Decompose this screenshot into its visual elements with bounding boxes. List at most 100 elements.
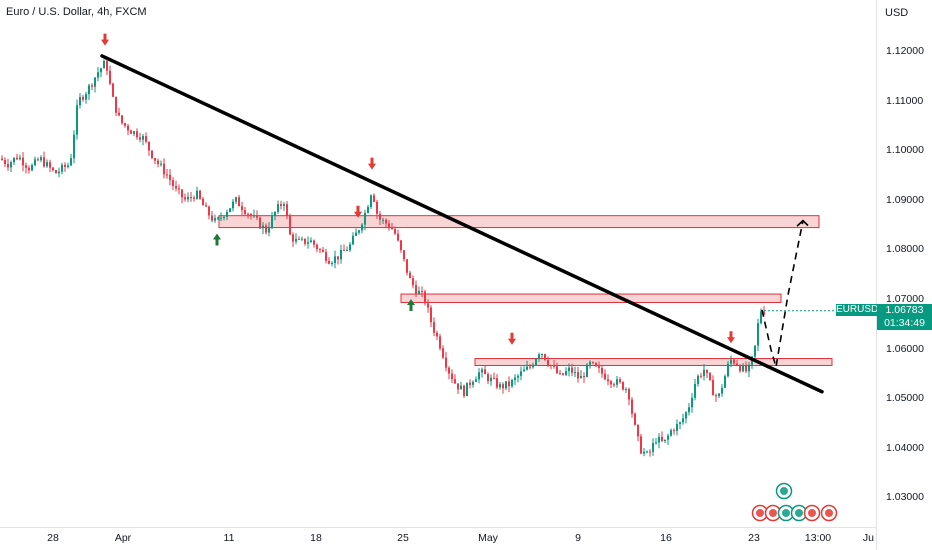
price-chart[interactable] [0, 0, 876, 527]
candle-body [643, 451, 645, 454]
candle-body [493, 377, 495, 379]
candle-body [589, 361, 591, 365]
candle-body [544, 354, 546, 360]
candle-body [43, 157, 45, 167]
time-tick-label: 18 [310, 532, 322, 544]
candle-body [514, 377, 516, 381]
candle-body [253, 215, 255, 217]
candle-body [718, 393, 720, 397]
candle-body [745, 365, 747, 372]
candle-body [229, 208, 231, 212]
price-tick-label: 1.09000 [886, 193, 924, 206]
candle-body [520, 371, 522, 376]
candle-body [634, 413, 636, 425]
candle-body [181, 189, 183, 198]
candle-body [160, 163, 162, 165]
candle-body [721, 387, 723, 394]
candle-body [463, 385, 465, 397]
candle-body [28, 167, 30, 171]
candle-body [169, 174, 171, 181]
candle-body [475, 379, 477, 382]
candle-body [202, 198, 204, 206]
candle-body [466, 382, 468, 397]
candle-body [172, 180, 174, 187]
price-tick-label: 1.06000 [886, 342, 924, 355]
candle-body [559, 373, 561, 375]
candle-body [592, 361, 594, 363]
chart-title: Euro / U.S. Dollar, 4h, FXCM [6, 6, 147, 18]
candle-body [472, 381, 474, 385]
candle-body [334, 256, 336, 264]
candle-body [325, 251, 327, 261]
candle-body [4, 159, 6, 165]
candle-body [433, 322, 435, 333]
candle-body [340, 249, 342, 260]
candle-body [376, 201, 378, 214]
time-axis-separator [0, 527, 876, 528]
candle-body [94, 77, 96, 87]
candle-body [469, 382, 471, 385]
candle-body [355, 232, 357, 236]
candle-body [709, 373, 711, 381]
economic-event-dot [808, 509, 816, 517]
candle-body [262, 225, 264, 229]
candle-body [343, 249, 345, 251]
candle-body [73, 134, 75, 159]
time-tick-label: Ju [862, 532, 874, 544]
candle-body [481, 369, 483, 373]
candle-body [646, 451, 648, 453]
candle-body [175, 186, 177, 189]
candle-body [424, 291, 426, 304]
candle-body [55, 170, 57, 174]
candle-body [142, 136, 144, 140]
candle-body [379, 213, 381, 220]
candle-body [415, 285, 417, 295]
candle-body [583, 376, 585, 378]
candle-body [655, 442, 657, 444]
candle-body [313, 240, 315, 245]
candle-body [232, 201, 234, 209]
candle-body [274, 211, 276, 217]
candle-body [478, 372, 480, 380]
candle-body [622, 381, 624, 390]
candle-body [388, 223, 390, 229]
candle-body [568, 367, 570, 372]
candle-body [31, 165, 33, 171]
economic-event-dot [769, 509, 777, 517]
candle-body [367, 206, 369, 213]
price-tick-label: 1.03000 [886, 491, 924, 504]
resistance-zone [218, 215, 820, 229]
candle-body [13, 157, 15, 163]
candle-body [565, 371, 567, 375]
candle-body [430, 307, 432, 323]
candle-body [328, 260, 330, 264]
candle-body [283, 204, 285, 206]
candle-body [310, 240, 312, 243]
candle-body [760, 311, 762, 324]
candle-body [337, 256, 339, 260]
candle-body [46, 162, 48, 167]
candle-body [391, 228, 393, 230]
candle-body [211, 215, 213, 221]
candle-body [382, 219, 384, 221]
candle-body [34, 159, 36, 166]
candle-body [190, 197, 192, 199]
candle-body [703, 369, 705, 377]
economic-event-dot [795, 509, 803, 517]
candle-body [214, 218, 216, 221]
candle-body [223, 216, 225, 218]
candle-body [193, 197, 195, 199]
candle-body [733, 359, 735, 364]
candle-body [667, 435, 669, 440]
candle-body [574, 372, 576, 374]
candle-body [109, 70, 111, 84]
candle-body [259, 217, 261, 229]
price-tick-label: 1.11000 [886, 94, 924, 107]
candle-body [163, 163, 165, 175]
candle-body [295, 238, 297, 242]
candle-body [511, 380, 513, 387]
candle-body [496, 378, 498, 388]
candle-body [292, 234, 294, 242]
down-arrow-icon [101, 33, 109, 46]
candle-body [523, 369, 525, 372]
